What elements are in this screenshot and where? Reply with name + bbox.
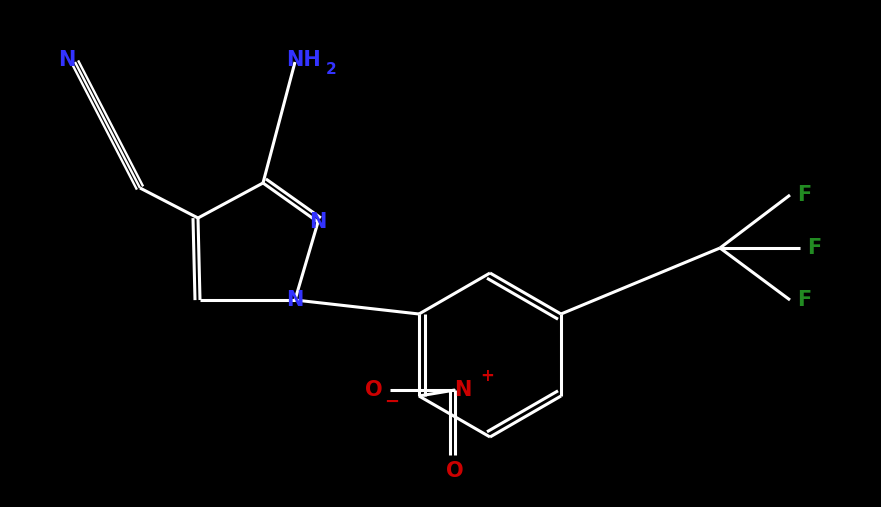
Text: N: N: [309, 212, 327, 232]
Text: O: O: [446, 461, 463, 481]
Text: N: N: [455, 380, 471, 400]
Text: 2: 2: [326, 61, 337, 77]
Text: +: +: [480, 367, 494, 385]
Text: N: N: [58, 50, 76, 70]
Text: NH: NH: [285, 50, 321, 70]
Text: F: F: [807, 238, 821, 258]
Text: −: −: [384, 393, 400, 411]
Text: F: F: [797, 185, 811, 205]
Text: F: F: [797, 290, 811, 310]
Text: O: O: [366, 380, 383, 400]
Text: N: N: [286, 290, 304, 310]
